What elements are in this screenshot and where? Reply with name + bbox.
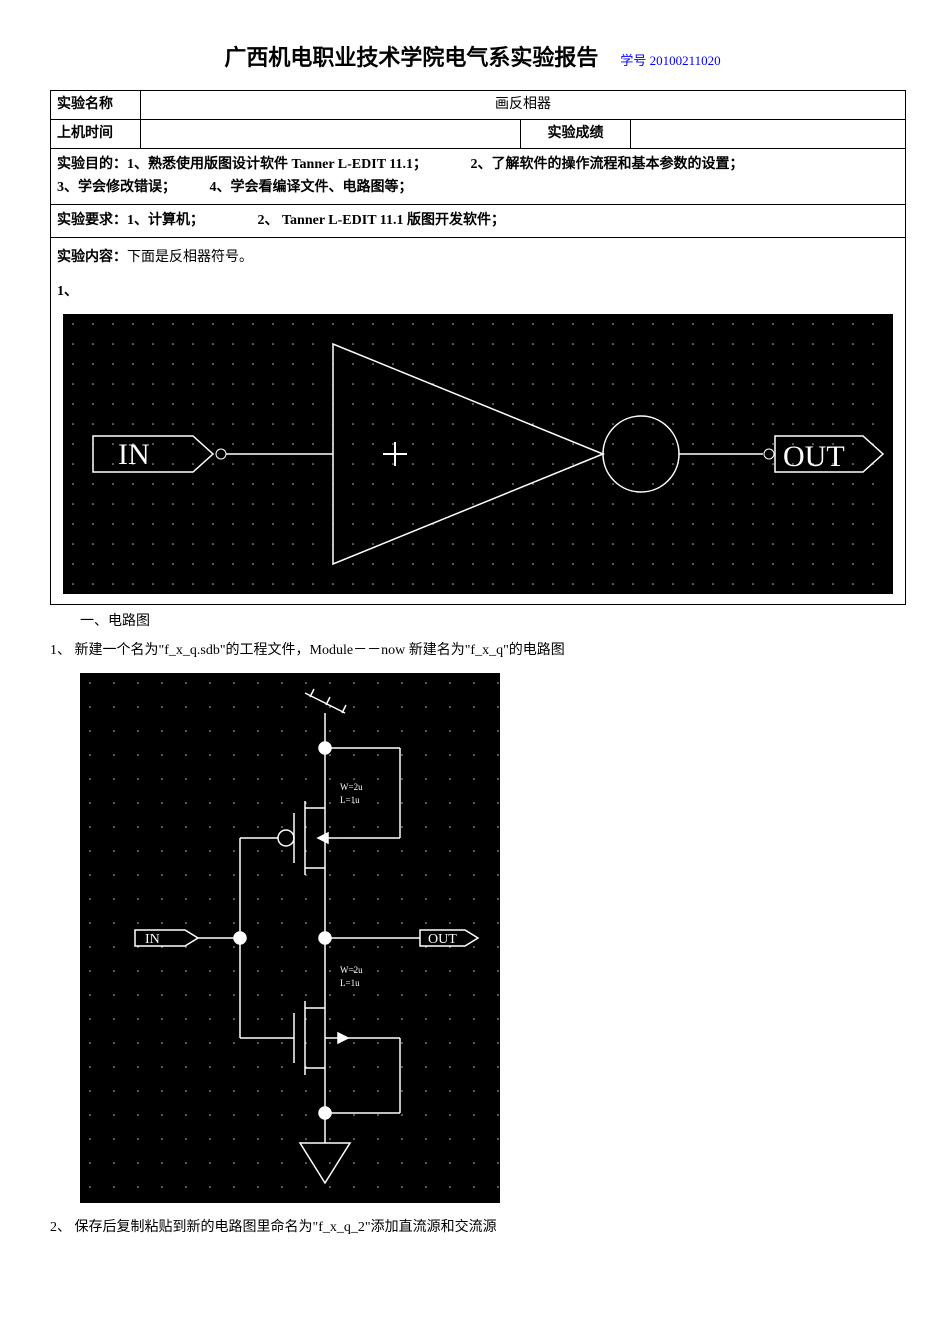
row-goal: 实验目的：1、熟悉使用版图设计软件 Tanner L-EDIT 11.1； 2、…	[51, 148, 906, 205]
exp-name-label: 实验名称	[51, 91, 141, 120]
time-value	[141, 119, 521, 148]
out-label-2: OUT	[428, 932, 457, 947]
step-2: 2、 保存后复制粘贴到新的电路图里命名为"f_x_q_2"添加直流源和交流源	[50, 1215, 895, 1240]
step-1: 1、 新建一个名为"f_x_q.sdb"的工程文件，Module－－now 新建…	[50, 638, 895, 663]
nmos-l: L=1u	[340, 978, 360, 988]
content-cell: 实验内容：下面是反相器符号。 1、 IN	[51, 237, 906, 604]
content-label: 实验内容：	[57, 250, 127, 265]
circuit-heading: 一、电路图	[80, 609, 895, 634]
goal-2: 2、了解软件的操作流程和基本参数的设置；	[471, 157, 744, 172]
time-label: 上机时间	[51, 119, 141, 148]
in-label: IN	[118, 438, 150, 471]
section-1: 1、	[57, 280, 899, 304]
inverter-symbol-diagram: IN	[57, 308, 899, 600]
in-label-2: IN	[145, 932, 160, 947]
req-label: 实验要求：	[57, 213, 127, 228]
goal-4: 4、学会看编译文件、电路图等；	[210, 180, 413, 195]
goal-cell: 实验目的：1、熟悉使用版图设计软件 Tanner L-EDIT 11.1； 2、…	[51, 148, 906, 205]
score-label: 实验成绩	[521, 119, 631, 148]
student-id: 学号 20100211020	[620, 53, 720, 68]
page-title: 广西机电职业技术学院电气系实验报告	[224, 45, 598, 70]
req-2: 2、 Tanner L-EDIT 11.1 版图开发软件；	[258, 213, 506, 228]
row-req: 实验要求：1、计算机； 2、 Tanner L-EDIT 11.1 版图开发软件…	[51, 205, 906, 238]
goal-3: 3、学会修改错误；	[57, 180, 176, 195]
row-time: 上机时间 实验成绩	[51, 119, 906, 148]
id-value: 20100211020	[650, 53, 721, 68]
cmos-inverter-diagram: W=2u L=1u IN OUT W=2u L=1u	[80, 673, 895, 1203]
row-exp-name: 实验名称 画反相器	[51, 91, 906, 120]
diagram-svg-2: W=2u L=1u IN OUT W=2u L=1u	[80, 673, 500, 1203]
id-label: 学号	[620, 53, 646, 68]
goal-1: 1、熟悉使用版图设计软件 Tanner L-EDIT 11.1；	[127, 157, 427, 172]
req-1: 1、计算机；	[127, 213, 204, 228]
nmos-w: W=2u	[340, 965, 363, 975]
score-value	[631, 119, 906, 148]
goal-label: 实验目的：	[57, 157, 127, 172]
pmos-w: W=2u	[340, 782, 363, 792]
exp-name-value: 画反相器	[141, 91, 906, 120]
diagram-svg-1: IN	[63, 314, 893, 594]
report-table: 实验名称 画反相器 上机时间 实验成绩 实验目的：1、熟悉使用版图设计软件 Ta…	[50, 90, 906, 605]
page-header: 广西机电职业技术学院电气系实验报告 学号 20100211020	[50, 40, 895, 72]
content-intro: 下面是反相器符号。	[127, 250, 253, 265]
req-cell: 实验要求：1、计算机； 2、 Tanner L-EDIT 11.1 版图开发软件…	[51, 205, 906, 238]
out-label: OUT	[783, 440, 845, 473]
pmos-l: L=1u	[340, 795, 360, 805]
row-content: 实验内容：下面是反相器符号。 1、 IN	[51, 237, 906, 604]
